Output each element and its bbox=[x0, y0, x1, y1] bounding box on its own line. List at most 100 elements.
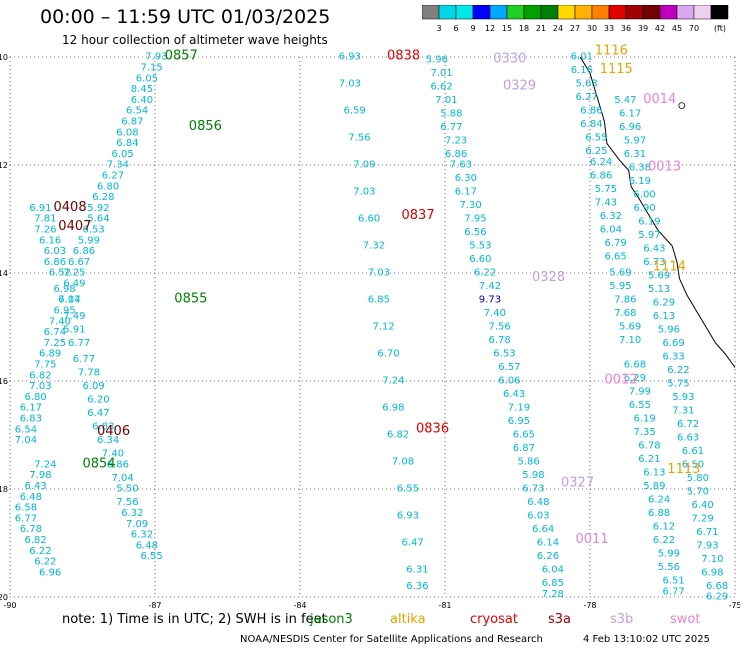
wave-height-value: 6.85 bbox=[368, 295, 390, 306]
wave-height-value: 6.87 bbox=[513, 443, 535, 454]
wave-height-value: 6.60 bbox=[358, 214, 380, 225]
wave-height-value: 6.16 bbox=[571, 65, 593, 76]
wave-height-value: 6.93 bbox=[339, 52, 361, 63]
scale-label: 18 bbox=[519, 24, 529, 33]
wave-height-value: 6.13 bbox=[653, 311, 675, 322]
wave-height-value: 5.75 bbox=[595, 184, 617, 195]
scale-label: 30 bbox=[587, 24, 597, 33]
legend-item-altika: altika bbox=[390, 612, 426, 627]
wave-height-value: 7.08 bbox=[392, 457, 414, 468]
wave-height-value: 5.80 bbox=[687, 473, 709, 484]
footer-credit: NOAA/NESDIS Center for Satellite Applica… bbox=[240, 634, 543, 645]
wave-height-value: 6.50 bbox=[682, 459, 704, 470]
wave-height-value: 5.69 bbox=[648, 270, 670, 281]
wave-height-value: 6.04 bbox=[600, 225, 622, 236]
wave-height-value: 6.82 bbox=[29, 370, 51, 381]
wave-height-value: 7.63 bbox=[450, 160, 472, 171]
pass-time-label: 0330 bbox=[493, 51, 526, 66]
wave-height-value: 6.65 bbox=[605, 252, 627, 263]
wave-height-value: 6.95 bbox=[508, 416, 530, 427]
wave-height-value: 6.73 bbox=[522, 484, 544, 495]
wave-height-value: 6.53 bbox=[493, 349, 515, 360]
wave-height-value: 6.17 bbox=[619, 108, 641, 119]
wave-height-value: 6.32 bbox=[131, 530, 153, 541]
wave-height-value: 6.24 bbox=[648, 495, 670, 506]
wave-height-value: 5.89 bbox=[643, 481, 665, 492]
wave-height-value: 6.82 bbox=[387, 430, 409, 441]
wave-height-value: 5.86 bbox=[518, 457, 540, 468]
wave-height-value: 6.74 bbox=[44, 327, 66, 338]
wave-height-value: 5.47 bbox=[614, 95, 636, 106]
wave-height-value: 6.68 bbox=[706, 581, 728, 592]
wave-height-value: 7.03 bbox=[368, 268, 390, 279]
scale-label: 33 bbox=[604, 24, 614, 33]
wave-height-value: 6.01 bbox=[571, 52, 593, 63]
wave-height-value: 6.87 bbox=[121, 117, 143, 128]
lon-tick-label: -84 bbox=[293, 601, 306, 610]
wave-height-value: 6.58 bbox=[15, 503, 37, 514]
wave-height-value: 6.22 bbox=[653, 535, 675, 546]
map-subtitle: 12 hour collection of altimeter wave hei… bbox=[62, 33, 328, 47]
wave-height-value: 7.10 bbox=[619, 335, 641, 346]
wave-height-value: 6.55 bbox=[141, 551, 163, 562]
wave-height-value: 6.03 bbox=[527, 511, 549, 522]
wave-height-value: 7.78 bbox=[78, 368, 100, 379]
wave-height-value: 5.64 bbox=[87, 214, 109, 225]
footer-timestamp: 4 Feb 13:10:02 UTC 2025 bbox=[583, 634, 710, 645]
wave-height-value: 6.90 bbox=[634, 203, 656, 214]
wave-height-value: 7.42 bbox=[479, 281, 501, 292]
pass-time-label: 0854 bbox=[83, 456, 116, 471]
island bbox=[678, 102, 686, 109]
wave-height-value: 7.03 bbox=[339, 79, 361, 90]
wave-height-value: 6.86 bbox=[580, 106, 602, 117]
wave-height-value: 6.16 bbox=[39, 235, 61, 246]
lat-tick-label: -14 bbox=[0, 269, 8, 278]
wave-height-value: 6.86 bbox=[73, 246, 95, 257]
wave-height-value: 6.25 bbox=[585, 146, 607, 157]
wave-height-value: 6.93 bbox=[397, 511, 419, 522]
wave-height-value: 6.63 bbox=[677, 432, 699, 443]
wave-height-value: 6.29 bbox=[706, 592, 728, 603]
wave-height-value: 7.04 bbox=[15, 435, 37, 446]
wave-height-value: 6.04 bbox=[542, 565, 564, 576]
wave-height-value: 6.55 bbox=[585, 133, 607, 144]
footer-note: note: 1) Time is in UTC; 2) SWH is in fe… bbox=[62, 612, 327, 627]
color-scale: 3 6 9 12 15 18 21 24 27 30 33 36 39 42 45 70 (ft) bbox=[422, 5, 729, 33]
wave-height-value: 6.59 bbox=[344, 106, 366, 117]
wave-height-value: 6.26 bbox=[537, 551, 559, 562]
pass-time-label: 0836 bbox=[416, 421, 449, 436]
wave-height-value: 7.95 bbox=[464, 214, 486, 225]
scale-label: 9 bbox=[470, 24, 475, 33]
wave-height-value: 7.56 bbox=[348, 133, 370, 144]
lat-tick-label: -10 bbox=[0, 53, 8, 62]
wave-height-value: 6.24 bbox=[590, 157, 612, 168]
legend-item-jason3: jason3 bbox=[310, 612, 353, 627]
wave-height-value: 6.40 bbox=[131, 95, 153, 106]
pass-time-label: 0838 bbox=[387, 49, 420, 64]
wave-height-value: 7.56 bbox=[116, 497, 138, 508]
wave-height-value: 6.49 bbox=[63, 279, 85, 290]
wave-height-value: 7.12 bbox=[373, 322, 395, 333]
wave-height-value: 6.29 bbox=[653, 297, 675, 308]
pass-time-label: 0012 bbox=[605, 373, 638, 388]
pass-time-label: 0857 bbox=[165, 49, 198, 64]
lat-tick-label: -20 bbox=[0, 593, 8, 602]
wave-height-value: 6.86 bbox=[44, 257, 66, 268]
wave-height-value: 5.97 bbox=[638, 230, 660, 241]
wave-height-value: 7.43 bbox=[595, 198, 617, 209]
wave-height-value: 6.28 bbox=[92, 192, 114, 203]
wave-height-value: 6.21 bbox=[638, 454, 660, 465]
wave-height-value: 6.32 bbox=[600, 211, 622, 222]
scale-label: 15 bbox=[502, 24, 512, 33]
pass-time-label: 0327 bbox=[561, 475, 594, 490]
wave-height-value: 7.01 bbox=[435, 95, 457, 106]
wave-height-value: 6.77 bbox=[68, 338, 90, 349]
lon-tick-label: -87 bbox=[148, 601, 161, 610]
wave-height-value: 6.56 bbox=[464, 227, 486, 238]
pass-time-label: 0837 bbox=[402, 208, 435, 223]
wave-height-value: 7.49 bbox=[63, 311, 85, 322]
pass-time-label: 1114 bbox=[653, 259, 686, 274]
wave-height-value: 7.15 bbox=[141, 63, 163, 74]
wave-height-value: 7.04 bbox=[112, 473, 134, 484]
wave-height-value: 6.98 bbox=[382, 403, 404, 414]
